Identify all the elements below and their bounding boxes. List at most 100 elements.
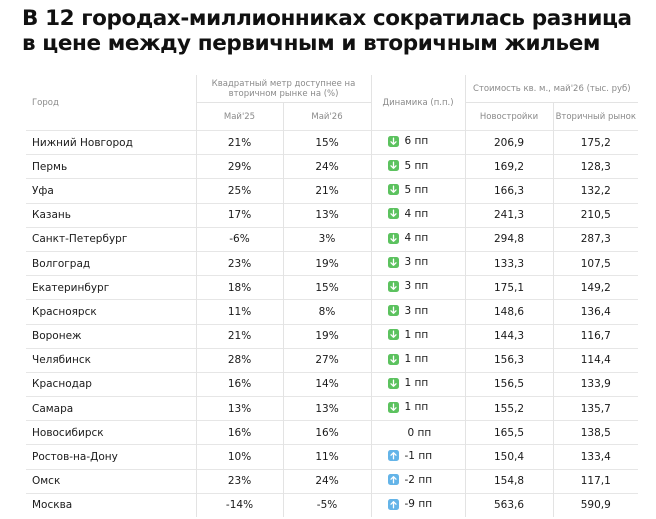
new-buildings-cell: 175,1	[464, 275, 554, 300]
secondary-cell: 133,4	[552, 444, 639, 470]
secondary-cell: 210,5	[552, 202, 639, 228]
may25-cell: 23%	[195, 468, 283, 494]
may25-cell: 13%	[195, 396, 283, 421]
may25-cell: 11%	[195, 299, 283, 324]
may26-cell: 27%	[282, 347, 372, 373]
column-header-may26: Май'26	[282, 102, 372, 131]
secondary-cell: 116,7	[552, 323, 639, 349]
new-buildings-cell: 294,8	[464, 226, 554, 252]
table-row: Москва -14% -5% -9 пп 563,6 590,9	[26, 492, 639, 517]
secondary-cell: 175,2	[552, 129, 639, 155]
may26-cell: 14%	[282, 371, 372, 397]
new-buildings-cell: 241,3	[464, 202, 554, 228]
dynamics-value: 1 пп	[404, 353, 429, 366]
column-header-dynamics: Динамика (п.п.)	[370, 75, 466, 131]
dynamics-cell: -9 пп	[370, 492, 466, 517]
arrow-down-icon	[387, 401, 399, 413]
may26-cell: 24%	[282, 154, 372, 179]
dynamics-cell: 6 пп	[370, 129, 466, 155]
table-row: Санкт-Петербург -6% 3% 4 пп 294,8 287,3	[26, 226, 639, 252]
arrow-down-icon	[387, 135, 399, 147]
city-cell: Самара	[26, 396, 196, 421]
may26-cell: 3%	[282, 226, 372, 252]
dynamics-value: 3 пп	[404, 280, 429, 293]
city-cell: Омск	[26, 468, 196, 494]
may26-cell: -5%	[282, 492, 372, 517]
dynamics-cell: 3 пп	[370, 299, 466, 324]
arrow-down-icon	[387, 280, 399, 292]
table-row: Казань 17% 13% 4 пп 241,3 210,5	[26, 202, 639, 228]
secondary-cell: 128,3	[552, 154, 639, 179]
new-buildings-cell: 166,3	[464, 178, 554, 204]
may26-cell: 19%	[282, 323, 372, 349]
table-row: Новосибирск 16% 16% 0 пп 165,5 138,5	[26, 420, 639, 445]
may26-cell: 16%	[282, 420, 372, 445]
may25-cell: 21%	[195, 129, 283, 155]
dynamics-value: 1 пп	[404, 328, 429, 341]
new-buildings-cell: 156,3	[464, 347, 554, 373]
city-cell: Воронеж	[26, 323, 196, 349]
arrow-down-icon	[387, 184, 399, 196]
may25-cell: -6%	[195, 226, 283, 252]
secondary-cell: 287,3	[552, 226, 639, 252]
dynamics-value: 1 пп	[404, 377, 429, 390]
dynamics-cell: 5 пп	[370, 178, 466, 204]
table-row: Ростов-на-Дону 10% 11% -1 пп 150,4 133,4	[26, 444, 639, 470]
may25-cell: -14%	[195, 492, 283, 517]
city-cell: Челябинск	[26, 347, 196, 373]
may25-cell: 16%	[195, 371, 283, 397]
new-buildings-cell: 563,6	[464, 492, 554, 517]
table-row: Нижний Новгород 21% 15% 6 пп 206,9 175,2	[26, 129, 639, 155]
dynamics-value: 4 пп	[404, 207, 429, 220]
table-row: Краснодар 16% 14% 1 пп 156,5 133,9	[26, 371, 639, 397]
secondary-cell: 107,5	[552, 250, 639, 276]
city-cell: Уфа	[26, 178, 196, 204]
secondary-cell: 136,4	[552, 299, 639, 324]
may26-cell: 11%	[282, 444, 372, 470]
column-group-affordability: Квадратный метр доступнее на вторичном р…	[195, 75, 372, 103]
table-body: Нижний Новгород 21% 15% 6 пп 206,9 175,2 Пермь…	[26, 129, 639, 517]
secondary-cell: 132,2	[552, 178, 639, 204]
dynamics-cell: 3 пп	[370, 275, 466, 300]
may26-cell: 19%	[282, 250, 372, 276]
arrow-down-icon	[387, 353, 399, 365]
city-cell: Казань	[26, 202, 196, 228]
dynamics-cell: 1 пп	[370, 323, 466, 349]
dynamics-value: 3 пп	[404, 256, 429, 269]
dynamics-value: 5 пп	[404, 183, 429, 196]
may25-cell: 29%	[195, 154, 283, 179]
secondary-cell: 117,1	[552, 468, 639, 494]
arrow-down-icon	[387, 232, 399, 244]
table-row: Красноярск 11% 8% 3 пп 148,6 136,4	[26, 299, 639, 324]
may25-cell: 16%	[195, 420, 283, 445]
arrow-down-icon	[387, 329, 399, 341]
city-cell: Ростов-на-Дону	[26, 444, 196, 470]
arrow-down-icon	[387, 160, 399, 172]
secondary-cell: 138,5	[552, 420, 639, 445]
may25-cell: 10%	[195, 444, 283, 470]
dynamics-cell: 4 пп	[370, 202, 466, 228]
may25-cell: 28%	[195, 347, 283, 373]
arrow-up-icon	[387, 498, 399, 510]
dynamics-cell: 1 пп	[370, 396, 466, 421]
dynamics-cell: 4 пп	[370, 226, 466, 252]
arrow-up-icon	[387, 474, 399, 486]
dynamics-cell: 0 пп	[370, 420, 466, 445]
new-buildings-cell: 169,2	[464, 154, 554, 179]
dynamics-value: -9 пп	[404, 498, 433, 511]
dynamics-cell: -1 пп	[370, 444, 466, 470]
arrow-down-icon	[387, 256, 399, 268]
dynamics-value: 5 пп	[404, 159, 429, 172]
column-header-new-buildings: Новостройки	[464, 102, 554, 131]
arrow-down-icon	[387, 377, 399, 389]
city-cell: Нижний Новгород	[26, 129, 196, 155]
city-cell: Краснодар	[26, 371, 196, 397]
may25-cell: 18%	[195, 275, 283, 300]
dynamics-value: 4 пп	[404, 232, 429, 245]
dynamics-cell: 3 пп	[370, 250, 466, 276]
may25-cell: 17%	[195, 202, 283, 228]
new-buildings-cell: 155,2	[464, 396, 554, 421]
arrow-down-icon	[387, 208, 399, 220]
column-group-price: Стоимость кв. м., май'26 (тыс. руб)	[464, 75, 639, 103]
secondary-cell: 149,2	[552, 275, 639, 300]
